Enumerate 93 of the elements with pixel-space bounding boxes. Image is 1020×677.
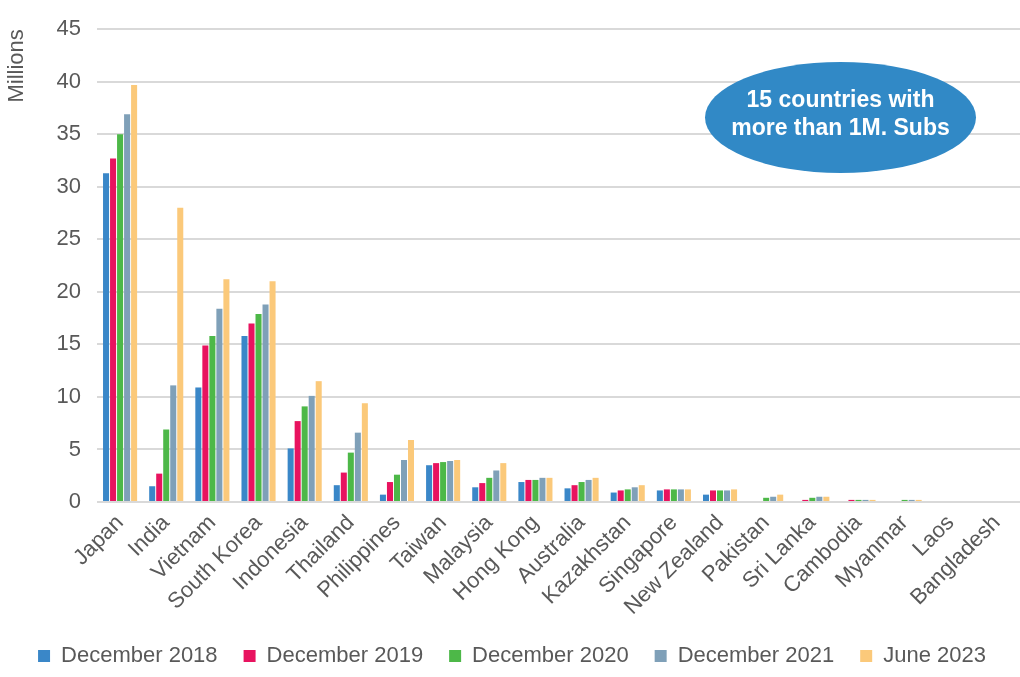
bar	[209, 336, 216, 501]
bar	[677, 489, 684, 501]
bar	[816, 496, 823, 501]
bar	[340, 472, 347, 501]
bar	[124, 114, 131, 501]
bar	[117, 134, 124, 501]
bar	[103, 173, 110, 501]
y-tick-label: 40	[56, 67, 81, 93]
bar	[500, 463, 507, 501]
legend-label: December 2021	[677, 642, 835, 668]
bar	[638, 485, 645, 501]
bar	[156, 473, 163, 501]
bar	[564, 488, 571, 501]
bar	[656, 490, 663, 501]
bar	[301, 406, 308, 501]
bar	[617, 490, 624, 501]
bar	[269, 281, 276, 501]
bar	[223, 279, 230, 501]
bar	[195, 387, 202, 501]
bar	[354, 432, 361, 501]
y-tick-label: 0	[68, 488, 81, 514]
bar	[131, 84, 138, 501]
y-tick-label: 25	[56, 225, 81, 251]
bar	[702, 494, 710, 501]
bar	[170, 385, 177, 501]
legend-label: June 2023	[883, 642, 986, 668]
bar	[546, 477, 553, 501]
bar	[433, 463, 440, 501]
y-tick-label: 15	[56, 330, 81, 356]
bar	[393, 474, 400, 501]
bar	[592, 477, 599, 501]
bar	[110, 158, 117, 501]
y-tick-label: 20	[56, 277, 81, 303]
bar	[454, 459, 461, 501]
bar	[407, 440, 415, 501]
bar	[777, 494, 784, 501]
bar	[709, 490, 717, 501]
y-tick-label: 35	[56, 120, 81, 146]
bar	[440, 462, 447, 501]
bar	[400, 459, 408, 501]
bar	[809, 497, 816, 501]
bar	[486, 477, 493, 501]
bar	[493, 470, 500, 501]
bar	[149, 486, 156, 501]
annotation: 15 countries with more than 1M. Subs	[730, 85, 951, 141]
bar	[532, 479, 539, 501]
bar	[216, 308, 223, 501]
bar	[163, 429, 170, 501]
bar	[631, 487, 638, 501]
y-tick-label: 5	[68, 435, 81, 461]
bar	[315, 381, 322, 501]
bar	[610, 492, 617, 501]
bar	[361, 403, 368, 501]
bar	[379, 494, 386, 501]
bar	[262, 304, 269, 501]
bar	[624, 489, 631, 501]
bar	[202, 345, 209, 501]
legend-label: December 2018	[61, 642, 218, 668]
bar	[724, 490, 731, 501]
bar	[347, 452, 354, 501]
legend-label: December 2020	[472, 642, 629, 668]
bar	[287, 448, 294, 501]
bar	[518, 482, 525, 501]
bar	[177, 207, 184, 501]
bar	[248, 323, 255, 501]
bar	[447, 461, 454, 501]
bar	[717, 490, 724, 501]
bar	[255, 313, 262, 501]
bar	[578, 482, 585, 501]
bar	[663, 489, 670, 501]
y-tick-label: 10	[56, 383, 81, 408]
bar	[585, 479, 592, 501]
bar	[386, 482, 393, 501]
bar	[241, 336, 248, 501]
bar	[539, 477, 546, 501]
bar	[479, 483, 486, 501]
bar	[472, 487, 479, 501]
bar	[525, 479, 532, 501]
bar	[294, 421, 301, 501]
bar	[333, 485, 340, 501]
bar	[731, 489, 738, 501]
bar	[426, 465, 433, 501]
bar	[770, 496, 777, 501]
bar	[763, 497, 770, 501]
bar	[571, 485, 578, 501]
bar	[308, 395, 315, 501]
bar	[684, 489, 691, 501]
bar	[670, 489, 677, 501]
y-tick-label: 45	[56, 15, 81, 41]
y-tick-label: 30	[56, 172, 81, 198]
bar	[823, 496, 830, 501]
legend-label: December 2019	[266, 642, 424, 668]
y-axis-title: Millions	[3, 29, 29, 103]
